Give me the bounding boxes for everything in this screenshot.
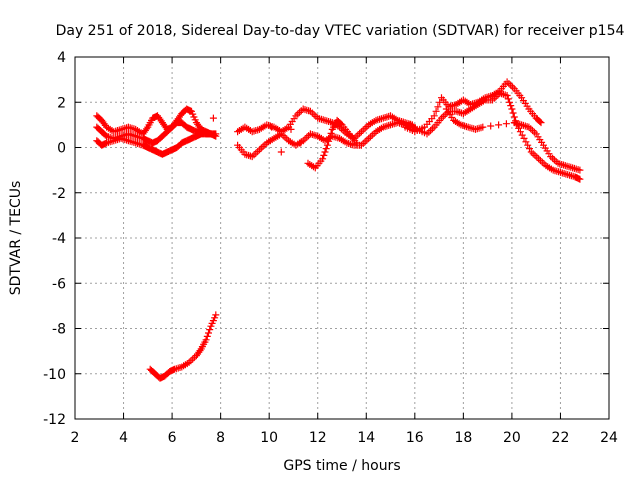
x-tick-label: 16 [406, 430, 424, 446]
series-markers [93, 130, 220, 158]
y-tick-label: 2 [57, 95, 66, 111]
x-tick-label: 20 [503, 430, 521, 446]
x-tick-label: 12 [309, 430, 327, 446]
series-track-f-midday-dip [304, 116, 361, 172]
x-tick-label: 10 [260, 430, 278, 446]
grid [75, 57, 609, 419]
y-tick-label: -2 [52, 186, 66, 202]
y-tick-label: -6 [52, 276, 66, 292]
x-tick-label: 24 [600, 430, 618, 446]
y-tick-label: -10 [43, 367, 66, 383]
x-tick-label: 18 [454, 430, 472, 446]
y-tick-label: -4 [52, 231, 66, 247]
x-axis-label: GPS time / hours [283, 458, 400, 474]
y-tick-label: 0 [57, 141, 66, 157]
y-tick-label: -8 [52, 322, 66, 338]
series-track-e-midday-lower [234, 119, 416, 161]
x-tick-label: 8 [216, 430, 225, 446]
series-track-c-morning-lower [93, 130, 220, 158]
data-series [93, 78, 584, 382]
y-tick-label: 4 [57, 50, 66, 66]
series-track-h-afternoon-lower [406, 89, 584, 183]
x-tick-label: 22 [552, 430, 570, 446]
x-tick-label: 4 [119, 430, 128, 446]
y-axis-label: SDTVAR / TECUs [8, 181, 24, 296]
series-markers [146, 311, 220, 382]
x-tick-label: 14 [357, 430, 375, 446]
x-tick-label: 2 [71, 430, 80, 446]
series-track-i-evening [442, 105, 584, 174]
chart-title: Day 251 of 2018, Sidereal Day-to-day VTE… [56, 23, 625, 39]
series-markers [304, 116, 361, 172]
series-markers [234, 119, 416, 161]
series-markers [442, 105, 584, 174]
series-markers [406, 89, 584, 183]
y-tick-label: -12 [43, 412, 66, 428]
series-track-j-low [146, 311, 220, 382]
x-tick-label: 6 [168, 430, 177, 446]
